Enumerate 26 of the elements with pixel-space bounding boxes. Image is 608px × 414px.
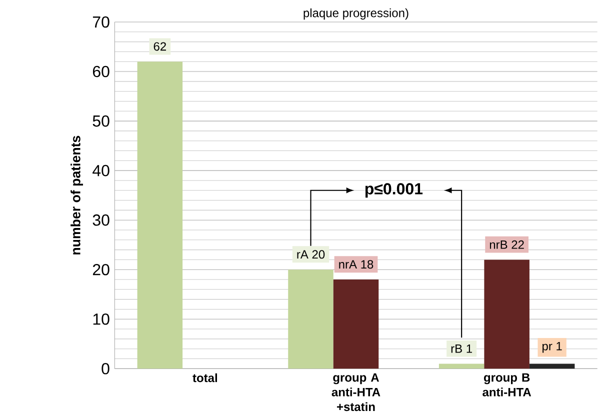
y-tick-label: 0 — [102, 362, 110, 374]
x-tick-label: group B anti-HTA — [482, 373, 532, 396]
data-label: nrA 18 — [339, 260, 374, 269]
y-tick-label: 60 — [92, 66, 110, 78]
y-tick-label: 40 — [92, 164, 110, 176]
data-label: rA 20 — [297, 250, 325, 259]
bar — [529, 364, 575, 369]
y-tick-label: 30 — [92, 214, 110, 226]
data-label: pr 1 — [542, 342, 562, 353]
bar — [333, 280, 379, 369]
annotation: p≤0.001 — [365, 183, 423, 198]
data-label: rB 1 — [451, 344, 472, 353]
y-axis-title: number of patients — [70, 136, 84, 254]
data-label: nrB 22 — [490, 240, 524, 249]
y-tick-label: 70 — [92, 16, 110, 28]
y-tick-label: 50 — [92, 115, 110, 127]
bar — [438, 364, 484, 369]
bar — [137, 62, 183, 369]
bar — [484, 260, 530, 369]
x-tick-label: total — [192, 373, 217, 382]
y-tick-label: 20 — [92, 264, 110, 276]
x-tick-label: group A anti-HTA +statin — [332, 373, 380, 412]
chart-title: plaque progression) — [304, 8, 408, 20]
bar — [288, 270, 334, 369]
y-tick-label: 10 — [93, 313, 110, 325]
data-label: 62 — [154, 42, 166, 51]
